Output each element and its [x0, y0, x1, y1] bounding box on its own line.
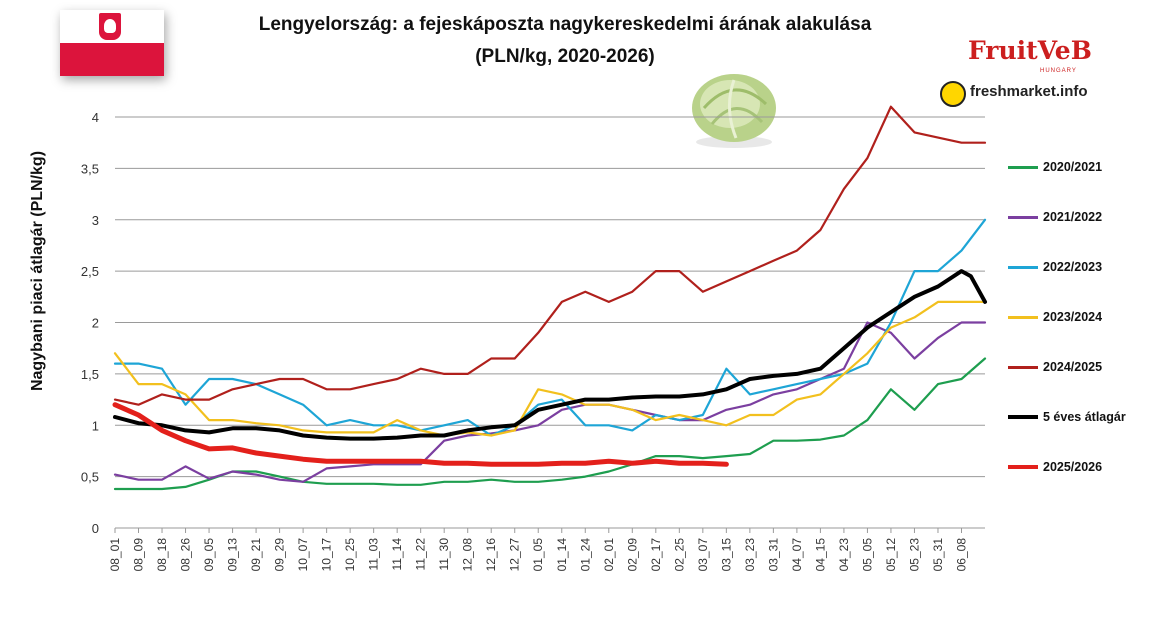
y-tick-label: 1 [92, 418, 99, 433]
legend-swatch [1008, 365, 1038, 369]
x-tick-label: 03_31 [766, 538, 780, 572]
legend-item: 5 éves átlagár [1008, 407, 1126, 427]
fruitveb-logo-subtitle: HUNGARY [1040, 68, 1077, 74]
freshmarket-logo: freshmarket.info [970, 83, 1088, 100]
x-tick-label: 11_03 [367, 538, 381, 571]
y-tick-label: 2 [92, 316, 99, 331]
legend-swatch [1008, 315, 1038, 319]
legend-label: 2020/2021 [1043, 160, 1103, 174]
x-tick-label: 10_25 [343, 538, 357, 572]
legend-swatch [1008, 465, 1038, 469]
x-tick-label: 09_13 [226, 538, 240, 572]
grid-layer [115, 116, 985, 478]
x-tick-label: 05_12 [884, 538, 898, 572]
legend-swatch [1008, 215, 1038, 219]
x-tick-label: 02_09 [625, 538, 639, 572]
legend-label: 2021/2022 [1043, 210, 1103, 224]
x-tick-label: 11_14 [390, 538, 404, 571]
x-tick-label: 03_07 [696, 538, 710, 572]
series-line-2 [113, 218, 987, 437]
legend-item: 2024/2025 [1008, 357, 1102, 377]
legend-swatch [1008, 415, 1038, 419]
x-tick-label: 04_23 [837, 538, 851, 572]
legend-item: 2025/2026 [1008, 457, 1102, 477]
x-tick-label: 08_18 [155, 538, 169, 572]
x-tick-label: 08_01 [108, 538, 122, 572]
x-tick-label: 05_31 [931, 538, 945, 572]
x-tick-label: 10_07 [296, 538, 310, 572]
x-tick-label: 09_21 [249, 538, 263, 572]
x-tick-label: 03_23 [743, 538, 757, 572]
x-tick-label: 04_07 [790, 538, 804, 572]
flag-white-stripe [60, 10, 164, 43]
x-tick-label: 05_05 [860, 538, 874, 572]
x-tick-label: 01_05 [531, 538, 545, 572]
x-tick-label: 01_14 [555, 538, 569, 572]
cabbage-icon [692, 74, 776, 148]
x-tick-label: 02_17 [649, 538, 663, 572]
legend-label: 2025/2026 [1043, 460, 1103, 474]
legend-item: 2023/2024 [1008, 307, 1102, 327]
axis-layer: 0 0,5 1 1,5 2 2,5 3 3,5 4 08_01 08_09 08_18 08_26 09_… [81, 110, 985, 571]
series-line-3 [113, 300, 987, 437]
x-tick-label: 12_08 [461, 538, 475, 572]
x-tick-label: 08_09 [132, 538, 146, 572]
y-tick-label: 0 [92, 521, 99, 536]
y-tick-label: 2,5 [81, 264, 99, 279]
flag-red-stripe [60, 43, 164, 76]
y-tick-label: 1,5 [81, 367, 99, 382]
y-tick-label: 0,5 [81, 470, 99, 485]
series-line-4 [113, 105, 987, 406]
freshmarket-logo-icon [940, 81, 966, 107]
legend-item: 2020/2021 [1008, 157, 1102, 177]
x-tick-label: 02_25 [672, 538, 686, 572]
series-line-0 [113, 357, 987, 491]
series-line-6 [112, 402, 729, 467]
x-tick-label: 09_05 [202, 538, 216, 572]
coat-of-arms-icon [99, 13, 121, 40]
x-tick-label: 11_30 [437, 538, 451, 571]
chart-title-line2: (PLN/kg, 2020-2026) [475, 46, 655, 67]
x-tick-label: 01_24 [578, 538, 592, 572]
series-line-5 [113, 269, 987, 441]
legend-label: 2022/2023 [1043, 260, 1103, 274]
legend-label: 2024/2025 [1043, 360, 1103, 374]
x-tick-label: 12_27 [508, 538, 522, 572]
fruitveb-logo: FruitVeB [968, 36, 1092, 65]
series-layer [112, 105, 987, 491]
x-tick-label: 02_01 [602, 538, 616, 572]
x-tick-label: 09_29 [273, 538, 287, 572]
y-tick-label: 3,5 [81, 161, 99, 176]
x-tick-label: 08_26 [179, 538, 193, 572]
x-tick-label: 11_22 [414, 538, 428, 571]
legend-label: 2023/2024 [1043, 310, 1103, 324]
x-tick-label: 10_17 [320, 538, 334, 572]
y-tick-label: 4 [92, 110, 99, 125]
chart-title-line1: Lengyelország: a fejeskáposzta nagykeres… [258, 14, 872, 35]
legend-label: 5 éves átlagár [1043, 410, 1126, 424]
x-tick-label: 03_15 [719, 538, 733, 572]
legend-swatch [1008, 165, 1038, 169]
flag-of-poland-icon [60, 10, 164, 76]
legend-item: 2022/2023 [1008, 257, 1102, 277]
x-tick-label: 04_15 [813, 538, 827, 572]
legend-item: 2021/2022 [1008, 207, 1102, 227]
y-tick-label: 3 [92, 213, 99, 228]
x-tick-label: 06_08 [954, 538, 968, 572]
x-tick-label: 12_16 [484, 538, 498, 572]
x-tick-label: 05_23 [907, 538, 921, 572]
series-line-1 [113, 321, 987, 483]
legend-swatch [1008, 265, 1038, 269]
